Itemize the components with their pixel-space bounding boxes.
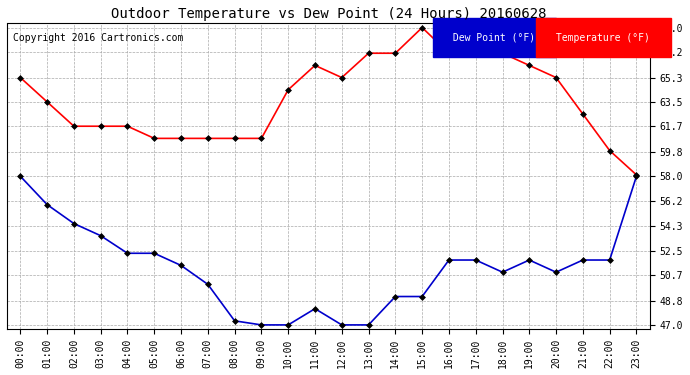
Text: Copyright 2016 Cartronics.com: Copyright 2016 Cartronics.com [13, 33, 184, 43]
Text: Dew Point (°F): Dew Point (°F) [447, 33, 542, 43]
Title: Outdoor Temperature vs Dew Point (24 Hours) 20160628: Outdoor Temperature vs Dew Point (24 Hou… [110, 7, 546, 21]
Text: Temperature (°F): Temperature (°F) [550, 33, 656, 43]
